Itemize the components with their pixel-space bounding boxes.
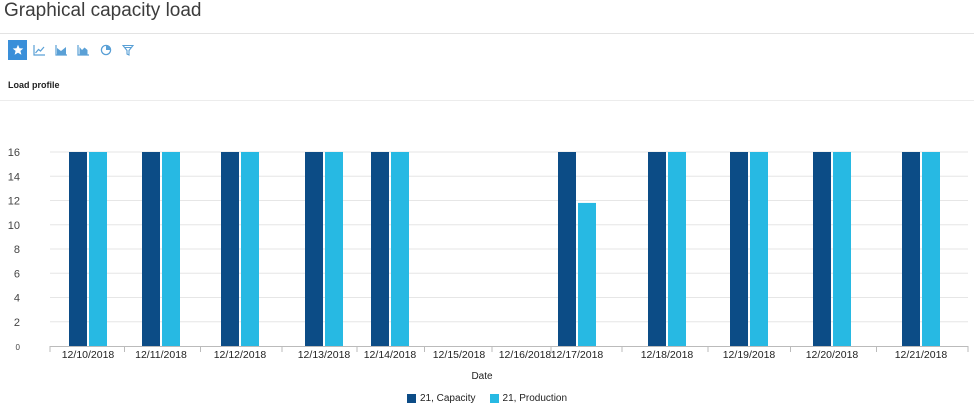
x-tick-label: 12/19/2018 bbox=[723, 349, 776, 361]
x-tick-label: 12/13/2018 bbox=[298, 349, 351, 361]
subtitle-divider bbox=[0, 100, 974, 101]
star-button[interactable] bbox=[8, 40, 27, 60]
page-title: Graphical capacity load bbox=[4, 0, 202, 21]
area-chart-icon bbox=[55, 45, 67, 56]
y-tick-label: 14 bbox=[8, 171, 20, 183]
line-chart-icon bbox=[33, 45, 45, 56]
y-tick-label: 0 bbox=[16, 343, 21, 352]
bar-capacity bbox=[902, 152, 920, 346]
y-tick-label: 12 bbox=[8, 196, 20, 208]
x-tick-label: 12/17/2018 bbox=[551, 349, 604, 361]
x-tick-label: 12/18/2018 bbox=[641, 349, 694, 361]
x-tick-label: 12/21/2018 bbox=[895, 349, 948, 361]
bar-production bbox=[578, 202, 596, 346]
bar-production bbox=[833, 152, 851, 346]
x-axis-title: Date bbox=[471, 371, 493, 382]
legend-item-capacity[interactable]: 21, Capacity bbox=[406, 393, 476, 404]
star-icon bbox=[12, 44, 23, 55]
chart-legend: 21, Capacity 21, Production bbox=[0, 393, 974, 404]
legend-label-production: 21, Production bbox=[502, 393, 568, 404]
x-tick-label: 12/15/2018 bbox=[433, 349, 486, 361]
legend-swatch-capacity bbox=[406, 394, 416, 403]
title-divider bbox=[0, 33, 974, 34]
bar-production bbox=[89, 152, 107, 346]
y-tick-label: 2 bbox=[14, 317, 20, 329]
x-tick-label: 12/20/2018 bbox=[806, 349, 859, 361]
funnel-chart-button[interactable] bbox=[118, 40, 137, 60]
bar-capacity bbox=[730, 152, 748, 346]
funnel-chart-icon bbox=[121, 44, 134, 56]
bar-production bbox=[922, 152, 940, 346]
legend-item-production[interactable]: 21, Production bbox=[489, 393, 568, 404]
pie-chart-icon bbox=[100, 44, 111, 56]
x-tick-label: 12/12/2018 bbox=[214, 349, 267, 361]
bar-production bbox=[162, 152, 180, 346]
y-tick-label: 10 bbox=[8, 220, 20, 232]
bar-capacity bbox=[305, 152, 323, 346]
legend-swatch-production bbox=[489, 394, 499, 403]
bar-capacity bbox=[221, 152, 239, 346]
y-tick-label: 4 bbox=[14, 293, 20, 305]
bar-production bbox=[750, 152, 768, 346]
y-tick-label: 6 bbox=[14, 268, 20, 280]
legend-label-capacity: 21, Capacity bbox=[419, 393, 476, 404]
bar-production bbox=[668, 152, 686, 346]
y-tick-label: 8 bbox=[14, 244, 20, 256]
chart-subtitle: Load profile bbox=[8, 80, 60, 90]
area-chart-button[interactable] bbox=[52, 40, 71, 60]
bar-capacity bbox=[813, 152, 831, 346]
x-tick-label: 12/10/2018 bbox=[62, 349, 115, 361]
bar-production bbox=[325, 152, 343, 346]
y-tick-label: 16 bbox=[8, 147, 20, 159]
bar-capacity bbox=[558, 152, 576, 346]
chart-type-toolbar bbox=[8, 40, 137, 60]
bar-capacity bbox=[371, 152, 389, 346]
bar-capacity bbox=[69, 152, 87, 346]
bar-capacity bbox=[142, 152, 160, 346]
column-chart-icon bbox=[77, 45, 89, 56]
bar-production bbox=[241, 152, 259, 346]
x-tick-label: 12/14/2018 bbox=[364, 349, 417, 361]
bar-production bbox=[391, 152, 409, 346]
pie-chart-button[interactable] bbox=[96, 40, 115, 60]
column-chart-button[interactable] bbox=[74, 40, 93, 60]
bar-capacity bbox=[648, 152, 666, 346]
x-tick-label: 12/11/2018 bbox=[135, 349, 187, 361]
line-chart-button[interactable] bbox=[30, 40, 49, 60]
x-tick-label: 12/16/2018 bbox=[499, 349, 552, 361]
